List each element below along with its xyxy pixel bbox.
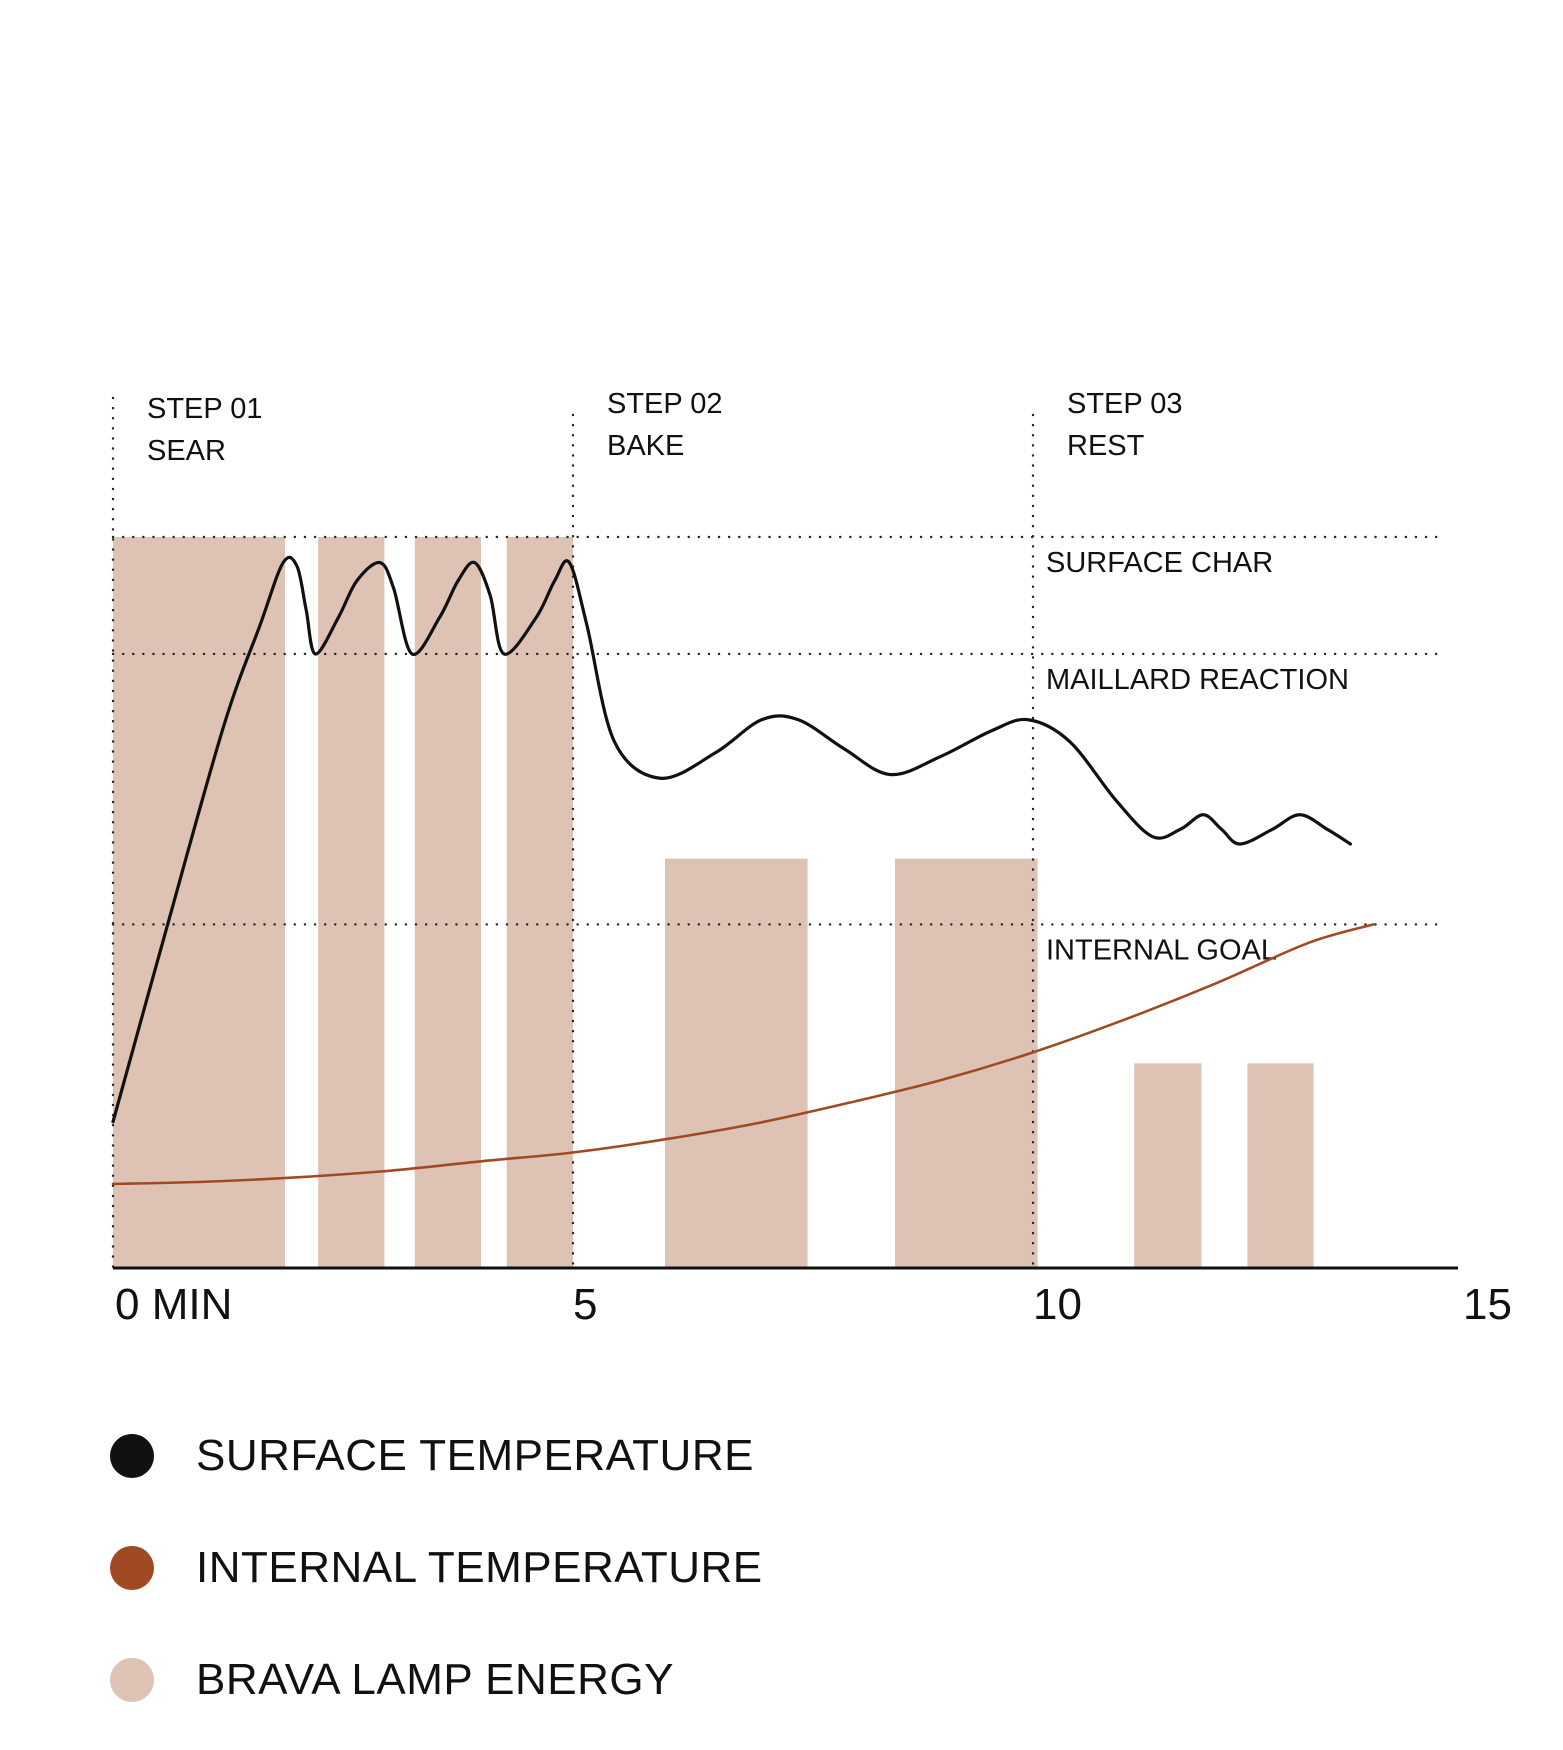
lamp-energy-bars <box>113 537 1314 1268</box>
lamp-energy-bar <box>1134 1063 1202 1268</box>
lamp-energy-bar <box>506 537 573 1268</box>
x-axis: 0 MIN 5 10 15 <box>113 1266 1512 1329</box>
internal-temperature-line <box>111 923 1375 1186</box>
threshold-label: SURFACE CHAR <box>1046 547 1273 579</box>
step-number-label: STEP 01 <box>147 393 263 425</box>
step-number-label: STEP 02 <box>607 388 723 420</box>
lamp-energy-bar <box>113 537 286 1268</box>
series-lines <box>111 555 1375 1186</box>
surface-temperature-line <box>111 555 1352 1124</box>
lamp-energy-bar <box>318 537 385 1268</box>
step-number-label: STEP 03 <box>1067 388 1183 420</box>
legend-label: BRAVA LAMP ENERGY <box>196 1655 674 1704</box>
legend-swatch-surface <box>110 1434 154 1478</box>
lamp-energy-bar <box>1247 1063 1314 1268</box>
x-tick-label: 10 <box>1033 1280 1082 1329</box>
legend-item-lamp-energy: BRAVA LAMP ENERGY <box>110 1624 763 1736</box>
x-tick-label: 5 <box>573 1280 597 1329</box>
legend-label: INTERNAL TEMPERATURE <box>196 1543 763 1592</box>
legend-item-surface-temperature: SURFACE TEMPERATURE <box>110 1400 763 1512</box>
step-name-label: BAKE <box>607 430 684 462</box>
x-tick-label: 0 MIN <box>115 1280 232 1329</box>
annotation-labels: STEP 01 SEAR STEP 02 BAKE STEP 03 REST SURFACE… <box>147 388 1349 966</box>
step-name-label: REST <box>1067 430 1145 462</box>
step-name-label: SEAR <box>147 435 226 467</box>
lamp-energy-bar <box>414 537 481 1268</box>
threshold-label: MAILLARD REACTION <box>1046 664 1349 696</box>
lamp-energy-bar <box>895 858 1038 1268</box>
legend: SURFACE TEMPERATURE INTERNAL TEMPERATURE… <box>110 1400 763 1736</box>
legend-label: SURFACE TEMPERATURE <box>196 1431 754 1480</box>
threshold-label: INTERNAL GOAL <box>1046 934 1277 966</box>
x-tick-label: 15 <box>1463 1280 1512 1329</box>
lamp-energy-bar <box>665 858 808 1268</box>
legend-swatch-lamp-energy <box>110 1658 154 1702</box>
legend-item-internal-temperature: INTERNAL TEMPERATURE <box>110 1512 763 1624</box>
legend-swatch-internal <box>110 1546 154 1590</box>
dotted-grid <box>111 396 1447 1270</box>
